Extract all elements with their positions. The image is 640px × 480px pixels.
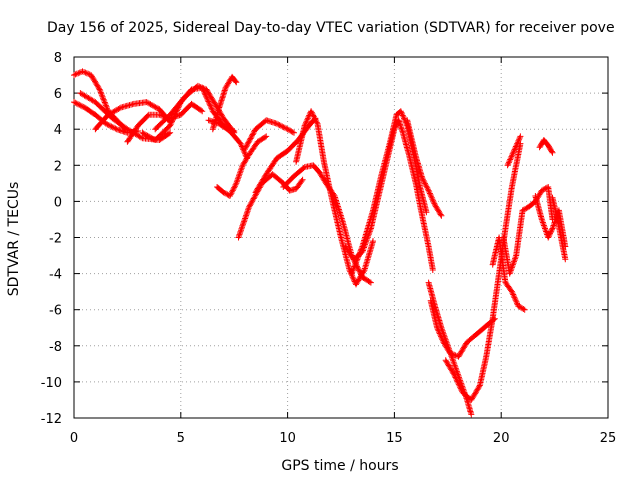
series-arc-9 bbox=[205, 117, 250, 162]
series-arc-22 bbox=[489, 234, 528, 313]
series-arc-26 bbox=[549, 194, 569, 263]
series-arc-25 bbox=[536, 137, 556, 156]
series-markers bbox=[549, 194, 569, 263]
series-markers bbox=[536, 137, 556, 156]
x-tick-label: 10 bbox=[279, 431, 296, 446]
x-tick-label: 15 bbox=[386, 431, 403, 446]
series-arc-18 bbox=[404, 117, 445, 219]
series-arc-11 bbox=[214, 133, 270, 199]
series-markers bbox=[235, 171, 306, 241]
series-markers bbox=[504, 133, 524, 169]
series-markers bbox=[427, 297, 498, 360]
y-tick-label: -6 bbox=[49, 304, 62, 319]
series-arc-15 bbox=[293, 108, 376, 288]
x-axis: 0 5 10 15 20 25 bbox=[70, 57, 616, 446]
series-markers bbox=[489, 234, 528, 313]
y-tick-label: 6 bbox=[54, 87, 62, 102]
x-tick-label: 0 bbox=[70, 431, 78, 446]
y-axis: -12 -10 -8 -6 -4 -2 0 2 4 6 8 bbox=[41, 51, 608, 427]
y-tick-label: -10 bbox=[41, 376, 62, 391]
series-arc-20 bbox=[427, 297, 498, 360]
y-tick-label: -8 bbox=[49, 340, 62, 355]
data-points bbox=[71, 68, 569, 418]
chart-title: Day 156 of 2025, Sidereal Day-to-day VTE… bbox=[47, 20, 615, 36]
x-tick-label: 5 bbox=[177, 431, 185, 446]
y-tick-label: 8 bbox=[54, 51, 62, 66]
x-tick-label: 20 bbox=[493, 431, 510, 446]
series-markers bbox=[293, 108, 376, 288]
series-markers bbox=[205, 117, 250, 162]
y-tick-label: 4 bbox=[54, 123, 62, 138]
y-axis-label: SDTVAR / TECUs bbox=[6, 182, 22, 297]
series-markers bbox=[214, 133, 270, 199]
x-axis-label: GPS time / hours bbox=[281, 458, 398, 474]
y-tick-label: 2 bbox=[54, 159, 62, 174]
y-tick-label: -4 bbox=[49, 268, 62, 283]
series-arc-27 bbox=[504, 133, 524, 169]
y-tick-label: -2 bbox=[49, 232, 62, 247]
y-tick-label: 0 bbox=[54, 195, 62, 210]
y-tick-label: -12 bbox=[41, 412, 62, 427]
series-markers bbox=[241, 117, 297, 153]
series-arc-10 bbox=[241, 117, 297, 153]
series-arc-12 bbox=[235, 171, 306, 241]
x-tick-label: 25 bbox=[600, 431, 617, 446]
series-markers bbox=[404, 117, 445, 219]
